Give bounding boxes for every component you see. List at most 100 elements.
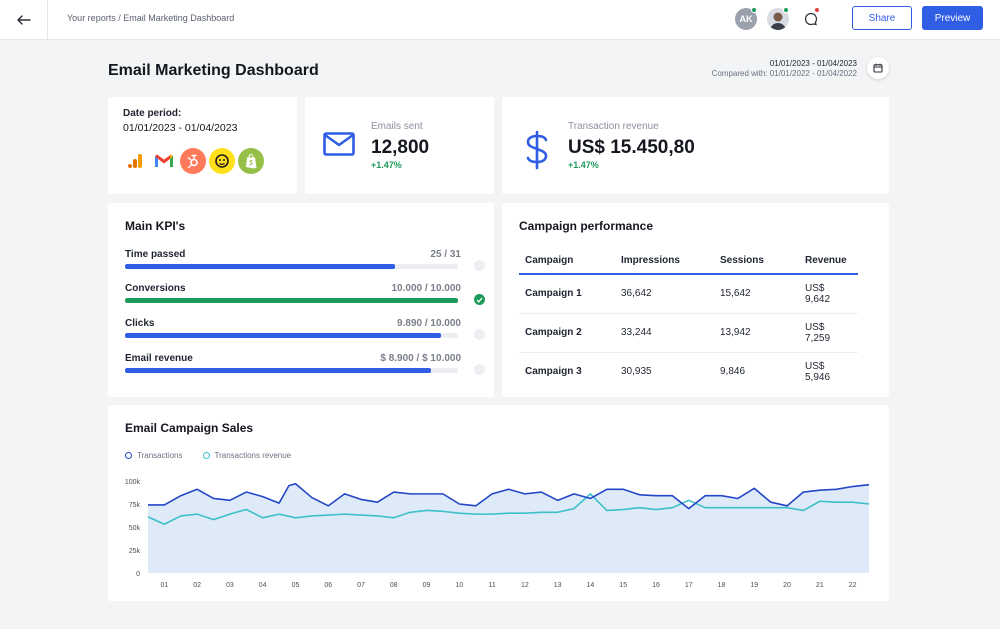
emails-sent-change: +1.47%: [371, 160, 402, 170]
google-analytics-icon: [122, 148, 148, 174]
notification-dot: [814, 7, 820, 13]
date-range-display: 01/01/2023 - 01/04/2023 Compared with: 0…: [712, 59, 857, 79]
campaign-name: Campaign 3: [525, 366, 582, 378]
campaign-table: Campaign Impressions Sessions Revenue Ca…: [519, 248, 858, 391]
sessions-cell: 9,846: [720, 366, 746, 378]
hubspot-icon: [180, 148, 206, 174]
kpi-progress-bar: [125, 333, 458, 338]
x-tick-label: 22: [849, 582, 857, 589]
kpi-name: Time passed: [125, 249, 186, 260]
transaction-revenue-change: +1.47%: [568, 160, 599, 170]
kpi-name: Conversions: [125, 283, 186, 294]
table-row[interactable]: Campaign 3 30,935 9,846 US$ 5,946: [519, 352, 858, 391]
person-icon: [770, 12, 786, 30]
x-tick-label: 12: [521, 582, 529, 589]
x-tick-label: 15: [619, 582, 627, 589]
x-tick-label: 10: [455, 582, 463, 589]
y-tick-label: 0: [136, 571, 140, 578]
revenue-cell: US$ 5,946: [805, 360, 831, 383]
transactions-line: [148, 482, 870, 510]
emails-sent-card: Emails sent 12,800 +1.47%: [305, 97, 494, 194]
back-button[interactable]: [0, 0, 48, 40]
breadcrumb: Your reports / Email Marketing Dashboard: [67, 13, 235, 23]
transaction-revenue-card: Transaction revenue US$ 15.450,80 +1.47%: [502, 97, 889, 194]
x-tick-label: 02: [193, 582, 201, 589]
kpis-title: Main KPI's: [125, 219, 186, 233]
date-period-card: Date period: 01/01/2023 - 01/04/2023: [108, 97, 297, 194]
date-period-value: 01/01/2023 - 01/04/2023: [123, 122, 238, 134]
table-row[interactable]: Campaign 2 33,244 13,942 US$ 7,259: [519, 313, 858, 353]
kpi-progress-fill: [125, 298, 458, 303]
x-tick-label: 07: [357, 582, 365, 589]
x-tick-label: 04: [259, 582, 267, 589]
sessions-cell: 13,942: [714, 313, 799, 353]
kpi-progress-bar: [125, 264, 458, 269]
legend-swatch: [202, 452, 210, 459]
table-header-row: Campaign Impressions Sessions Revenue: [519, 248, 858, 275]
kpi-row: Conversions 10.000 / 10.000: [125, 283, 485, 313]
y-tick-label: 50k: [129, 525, 141, 532]
kpi-value: $ 8.900 / $ 10.000: [380, 353, 461, 364]
kpi-name: Clicks: [125, 318, 155, 329]
comments-button[interactable]: [800, 8, 822, 30]
impressions-cell: 36,642: [615, 274, 714, 314]
x-tick-label: 21: [816, 582, 824, 589]
calendar-icon: [873, 63, 883, 73]
kpi-progress-fill: [125, 264, 395, 269]
kpi-value: 9.890 / 10.000: [397, 318, 461, 329]
y-tick-label: 75k: [129, 502, 141, 509]
legend-label: Transactions: [137, 451, 183, 460]
campaign-name: Campaign 1: [519, 274, 615, 314]
preview-button[interactable]: Preview: [922, 6, 983, 30]
top-bar: Your reports / Email Marketing Dashboard…: [0, 0, 1000, 40]
user-photo-avatar[interactable]: [767, 8, 789, 30]
envelope-icon: [323, 132, 355, 156]
online-status-dot: [783, 7, 789, 13]
x-tick-label: 18: [718, 582, 726, 589]
legend-item-transactions[interactable]: Transactions: [125, 451, 183, 460]
sessions-cell: 15,642: [714, 274, 799, 314]
x-tick-label: 03: [226, 582, 234, 589]
sales-line-chart: 100k 75k 50k 25k 0 01 02 03 04 05 06 07 08 09 10 11 12 13…: [125, 479, 870, 589]
x-tick-label: 06: [324, 582, 332, 589]
column-header[interactable]: Impressions: [615, 248, 714, 275]
kpi-progress-fill: [125, 368, 432, 373]
column-header[interactable]: Sessions: [714, 248, 799, 275]
kpi-progress-fill: [125, 333, 442, 338]
check-circle-icon: [474, 294, 485, 305]
share-button[interactable]: Share: [852, 6, 912, 30]
x-tick-label: 20: [783, 582, 791, 589]
transactions-revenue-line: [147, 493, 870, 526]
page-title: Email Marketing Dashboard: [108, 62, 319, 79]
kpi-progress-bar: [125, 298, 458, 303]
y-tick-label: 25k: [129, 548, 141, 555]
x-tick-label: 16: [652, 582, 660, 589]
transaction-revenue-value: US$ 15.450,80: [568, 137, 695, 158]
mailchimp-icon: [209, 148, 235, 174]
dollar-icon: [526, 130, 548, 170]
avatar[interactable]: AK: [735, 8, 757, 30]
legend-swatch: [125, 452, 132, 459]
kpi-row: Time passed 25 / 31: [125, 249, 485, 279]
column-header[interactable]: Campaign: [519, 248, 615, 275]
legend-label: Transactions revenue: [214, 451, 292, 460]
x-tick-label: 14: [587, 582, 595, 589]
kpi-row: Email revenue $ 8.900 / $ 10.000: [125, 353, 485, 383]
x-tick-label: 09: [423, 582, 431, 589]
pending-circle-icon: [474, 260, 485, 271]
legend-item-transactions-revenue[interactable]: Transactions revenue: [202, 451, 292, 460]
column-header[interactable]: Revenue: [799, 248, 858, 275]
kpi-progress-bar: [125, 368, 458, 373]
main-kpis-card: Main KPI's Time passed 25 / 31 Conversions…: [108, 203, 494, 397]
campaigns-title: Campaign performance: [519, 219, 654, 233]
x-tick-label: 11: [488, 582, 495, 589]
chart-legend: Transactions Transactions revenue: [125, 451, 291, 460]
calendar-button[interactable]: [867, 57, 889, 79]
pending-circle-icon: [474, 329, 485, 340]
kpi-row: Clicks 9.890 / 10.000: [125, 318, 485, 348]
x-tick-label: 08: [390, 582, 398, 589]
campaign-name: Campaign 2: [519, 313, 615, 353]
table-row[interactable]: Campaign 1 36,642 15,642 US$ 9,642: [519, 274, 858, 314]
online-status-dot: [751, 7, 757, 13]
gmail-icon: [151, 148, 177, 174]
